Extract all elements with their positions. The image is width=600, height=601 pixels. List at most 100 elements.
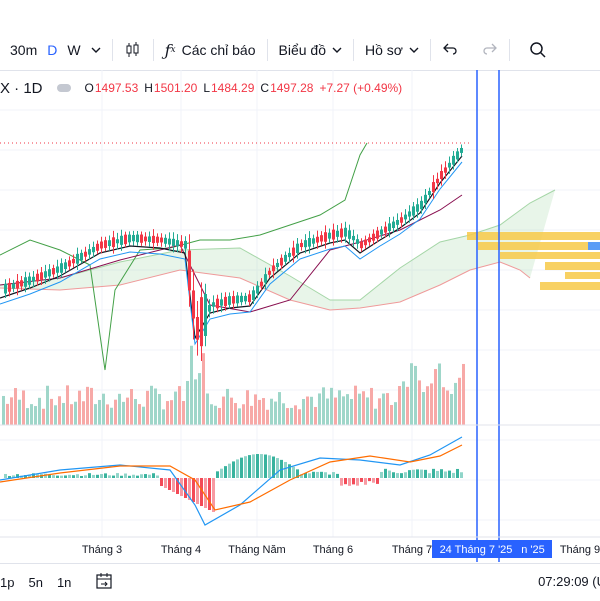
volume-bar: [338, 390, 341, 425]
candle-body: [16, 280, 19, 289]
volume-bar: [294, 405, 297, 425]
volume-bar: [246, 390, 249, 425]
candle-body: [276, 262, 279, 268]
volume-bar: [362, 391, 365, 425]
macd-histogram-bar: [212, 478, 215, 512]
chart-menu-button[interactable]: Biểu đồ: [274, 35, 347, 65]
macd-histogram-bar: [196, 478, 199, 504]
candle-body: [432, 182, 435, 192]
close-value: 1497.28: [270, 81, 314, 95]
volume-bar: [86, 386, 89, 425]
candle-body: [460, 147, 463, 153]
candle-body: [348, 230, 351, 239]
macd-histogram-bar: [260, 454, 263, 478]
candle-body: [456, 151, 459, 160]
candle-body: [444, 167, 447, 173]
crosshair-date-label: 24 Tháng 7 '25: [440, 544, 513, 556]
volume-bar: [78, 390, 81, 425]
clock-label: 07:29:09 (U: [538, 574, 600, 589]
price-chart[interactable]: Tháng 3 Tháng 4 Tháng Năm Tháng 6 Tháng …: [0, 70, 600, 562]
candle-body: [376, 230, 379, 239]
candle-body: [340, 228, 343, 238]
volume-bar: [178, 386, 181, 425]
macd-histogram-bar: [224, 466, 227, 478]
candle-body: [380, 229, 383, 235]
candle-body: [248, 294, 251, 303]
volume-bar: [210, 404, 213, 425]
macd-histogram-bar: [188, 478, 191, 500]
candle-body: [364, 239, 367, 246]
candle-body: [264, 274, 267, 283]
candle-body: [324, 232, 327, 242]
volume-bar: [230, 397, 233, 425]
crosshair-date-badge: [432, 540, 552, 558]
volume-bar: [382, 393, 385, 425]
macd-histogram-bar: [152, 473, 155, 478]
candle-body: [76, 253, 79, 264]
interval-dropdown-button[interactable]: [86, 35, 106, 65]
candle-body: [396, 219, 399, 225]
macd-histogram-bar: [424, 469, 427, 478]
macd-histogram-bar: [440, 469, 443, 478]
macd-histogram-bar: [76, 474, 79, 478]
candle-body: [288, 252, 291, 258]
candle-body: [32, 276, 35, 282]
interval-d-button[interactable]: D: [47, 42, 58, 58]
volume-bar: [366, 397, 369, 425]
volume-bar: [114, 399, 117, 425]
redo-button[interactable]: [477, 35, 503, 65]
range-5n-button[interactable]: 5n: [28, 575, 43, 590]
volume-bar: [18, 399, 21, 425]
volume-bar: [194, 379, 197, 425]
low-value: 1484.29: [211, 81, 255, 95]
candle-body: [60, 263, 63, 273]
candle-body: [280, 257, 283, 266]
volume-bar: [258, 399, 261, 425]
chart-type-button[interactable]: [119, 35, 147, 65]
undo-button[interactable]: [437, 35, 463, 65]
interval-w-button[interactable]: W: [67, 42, 81, 58]
volume-bar: [70, 404, 73, 425]
macd-histogram-bar: [256, 454, 259, 478]
goto-date-button[interactable]: [88, 572, 120, 593]
macd-histogram-bar: [24, 475, 27, 478]
cloud-fill: [0, 190, 555, 310]
symbol-title[interactable]: X · 1D: [0, 79, 43, 97]
chevron-down-icon: [409, 45, 419, 55]
range-1n-button[interactable]: 1n: [56, 575, 72, 590]
candle-body: [412, 206, 415, 216]
volume-bar: [374, 408, 377, 425]
candle-body: [452, 155, 455, 165]
volume-bar: [270, 398, 273, 425]
macd-histogram-bar: [148, 474, 151, 478]
macd-histogram-bar: [268, 455, 271, 478]
search-button[interactable]: [524, 35, 552, 65]
volume-bar: [442, 387, 445, 425]
indicators-label: Các chỉ báo: [181, 42, 256, 58]
candle-body: [312, 238, 315, 244]
interval-30m-button[interactable]: 30m: [10, 42, 38, 58]
macd-histogram-bar: [244, 456, 247, 478]
macd-histogram-bar: [436, 470, 439, 478]
volume-bar: [386, 393, 389, 425]
candle-body: [372, 233, 375, 241]
candle-body: [328, 232, 331, 239]
volume-bar: [350, 398, 353, 425]
macd-histogram-bar: [72, 475, 75, 478]
volume-bar: [242, 404, 245, 425]
candle-body: [240, 295, 243, 303]
volume-bar: [398, 386, 401, 425]
toolbar-divider: [429, 39, 431, 61]
profile-menu-button[interactable]: Hồ sơ: [360, 35, 424, 65]
volume-bar: [2, 395, 5, 425]
macd-histogram-bar: [112, 475, 115, 478]
macd-histogram-bar: [108, 475, 111, 478]
candle-body: [232, 296, 235, 304]
range-1p-button[interactable]: 1p: [0, 575, 15, 590]
volume-bar: [198, 373, 201, 425]
candle-body: [152, 235, 155, 244]
candle-body: [96, 243, 99, 251]
macd-histogram-bar: [448, 470, 451, 478]
macd-histogram-bar: [312, 471, 315, 478]
